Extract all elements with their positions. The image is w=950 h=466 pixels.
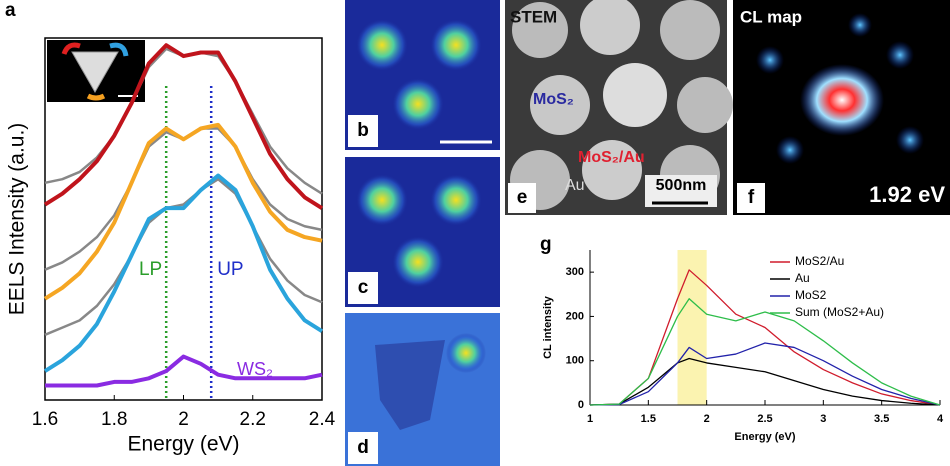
panel-label: g [540,234,552,255]
y-tick-label: 100 [566,355,584,367]
x-tick-label: 1.5 [641,413,656,425]
image-label: 1.92 eV [869,182,945,207]
panel-label: d [357,437,369,458]
x-tick-label: 2 [704,413,710,425]
y-axis-label: CL intensity [542,295,554,359]
legend-label: Au [795,271,810,285]
x-tick-label: 2.4 [309,409,336,430]
panel-label: e [517,187,528,208]
y-tick-label: 300 [566,266,584,278]
annotation: WS₂ [237,359,273,379]
x-tick-label: 2.2 [240,409,266,430]
marker-label: LP [139,259,162,280]
x-tick-label: 2 [178,409,189,430]
x-tick-label: 2.5 [757,413,772,425]
panel-label: f [748,187,755,208]
image-title: STEM [510,7,557,26]
x-tick-label: 1.8 [101,409,127,430]
x-tick-label: 3 [820,413,826,425]
marker-label: UP [217,259,243,280]
image-title: CL map [740,7,802,26]
legend-label: Sum (MoS2+Au) [795,305,884,319]
image-label: MoS₂ [533,91,574,108]
series-line [590,359,940,406]
legend-label: MoS2/Au [795,254,844,268]
y-tick-label: 0 [578,399,584,411]
inset-image [47,40,145,102]
figure: a b c d e f g STEM MoS₂ MoS₂/Au Au 500nm… [0,0,950,466]
x-tick-label: 3.5 [874,413,889,425]
legend-label: MoS2 [795,288,827,302]
x-tick-label: 4 [937,413,944,425]
series-line [590,299,940,405]
image-label: MoS₂/Au [578,149,645,166]
panel-label: c [358,277,369,298]
x-axis-label: Energy (eV) [127,433,239,456]
series-line [45,357,322,386]
scale-label: 500nm [656,177,707,194]
panel-label: a [5,0,16,21]
series-line [590,270,940,405]
x-tick-label: 1 [587,413,593,425]
y-axis-label: EELS Intensity (a.u.) [6,123,29,316]
series-line [45,129,322,270]
x-tick-label: 1.6 [32,409,58,430]
image-label: Au [565,177,585,194]
y-tick-label: 200 [566,310,584,322]
x-axis-label: Energy (eV) [734,431,795,443]
panel-label: b [357,120,369,141]
series-line [45,179,322,335]
